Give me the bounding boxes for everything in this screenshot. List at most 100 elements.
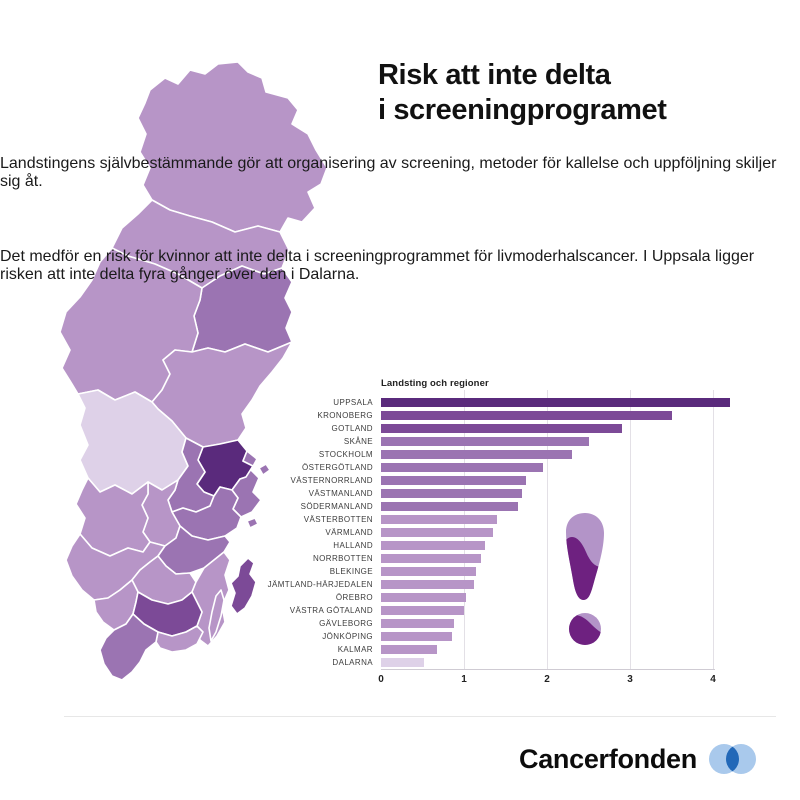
bar-track bbox=[381, 398, 778, 407]
gridline bbox=[713, 390, 714, 669]
exclamation-mark-icon bbox=[566, 513, 604, 645]
bar-label: JÖNKÖPING bbox=[322, 632, 373, 641]
bar bbox=[381, 580, 474, 589]
gridline bbox=[630, 390, 631, 669]
bar-row: HALLAND bbox=[258, 539, 778, 552]
bar-track bbox=[381, 528, 778, 537]
bar-track bbox=[381, 450, 778, 459]
axis-tick-label: 3 bbox=[627, 674, 633, 685]
bar-track bbox=[381, 580, 778, 589]
gridline bbox=[547, 390, 548, 669]
bar bbox=[381, 398, 730, 407]
bar-track bbox=[381, 411, 778, 420]
bar-label: VÄSTMANLAND bbox=[308, 489, 373, 498]
bar bbox=[381, 567, 477, 576]
brand-mark-icon bbox=[708, 744, 756, 774]
bar-label: DALARNA bbox=[332, 658, 373, 667]
bar-track bbox=[381, 632, 778, 641]
bar bbox=[381, 411, 672, 420]
axis-tick-label: 2 bbox=[544, 674, 550, 685]
bar-track bbox=[381, 476, 778, 485]
bar-row: VÄSTERBOTTEN bbox=[258, 513, 778, 526]
bar bbox=[381, 450, 572, 459]
region-norrbotten bbox=[137, 61, 328, 233]
bar bbox=[381, 619, 455, 628]
bar bbox=[381, 515, 498, 524]
brand-logo: Cancerfonden bbox=[519, 742, 757, 776]
bar bbox=[381, 606, 464, 615]
bar-track bbox=[381, 606, 778, 615]
bar-row: UPPSALA bbox=[258, 396, 778, 409]
bar bbox=[381, 476, 527, 485]
bar bbox=[381, 502, 518, 511]
bar-track bbox=[381, 502, 778, 511]
bar bbox=[381, 645, 438, 654]
region-gotland bbox=[230, 557, 257, 615]
bar-row: JÖNKÖPING bbox=[258, 630, 778, 643]
bar bbox=[381, 528, 494, 537]
bar bbox=[381, 658, 425, 667]
bar-label: GÄVLEBORG bbox=[319, 619, 373, 628]
bar-track bbox=[381, 437, 778, 446]
bar-label: VÄSTERBOTTEN bbox=[303, 515, 373, 524]
bar bbox=[381, 489, 523, 498]
bar-label: UPPSALA bbox=[333, 398, 373, 407]
axis-tick-label: 1 bbox=[461, 674, 467, 685]
bar-row: VÄSTRA GÖTALAND bbox=[258, 604, 778, 617]
bar-track bbox=[381, 515, 778, 524]
bar-track bbox=[381, 658, 778, 667]
bar-row: GOTLAND bbox=[258, 422, 778, 435]
intro-paragraph: Landstingens självbestämmande gör att or… bbox=[0, 155, 777, 190]
brand-name: Cancerfonden bbox=[519, 743, 697, 774]
bar-row: VÄSTMANLAND bbox=[258, 487, 778, 500]
bar-label: SÖDERMANLAND bbox=[300, 502, 373, 511]
bar-track bbox=[381, 424, 778, 433]
bar-row: SKÅNE bbox=[258, 435, 778, 448]
bar-label: HALLAND bbox=[333, 541, 373, 550]
axis-tick-label: 4 bbox=[710, 674, 716, 685]
bar-label: VÄSTRA GÖTALAND bbox=[289, 606, 373, 615]
bar bbox=[381, 554, 481, 563]
region-oland bbox=[208, 589, 225, 642]
bar-row: BLEKINGE bbox=[258, 565, 778, 578]
bar-track bbox=[381, 645, 778, 654]
region-blekinge bbox=[155, 625, 204, 653]
footer-divider bbox=[64, 716, 776, 717]
bar-track bbox=[381, 554, 778, 563]
region-stockholm-islet bbox=[258, 463, 271, 476]
bar-label: KRONOBERG bbox=[317, 411, 373, 420]
bar-label: BLEKINGE bbox=[329, 567, 373, 576]
bar bbox=[381, 541, 485, 550]
bar-track bbox=[381, 489, 778, 498]
bar-row: STOCKHOLM bbox=[258, 448, 778, 461]
bar-label: STOCKHOLM bbox=[318, 450, 373, 459]
bar bbox=[381, 463, 543, 472]
page-title: Risk att inte delta i screeningprogramet bbox=[378, 59, 667, 127]
bar-chart: Landsting och regioner UPPSALA KRONOBERG G… bbox=[258, 378, 778, 688]
bar-track bbox=[381, 567, 778, 576]
chart-rows: UPPSALA KRONOBERG GOTLAND SKÅNE STOCKHOLM ÖST… bbox=[258, 390, 778, 669]
bar-label: KALMAR bbox=[337, 645, 373, 654]
bar-label: VÄRMLAND bbox=[325, 528, 373, 537]
bar-label: NORRBOTTEN bbox=[313, 554, 373, 563]
bar-label: ÖSTERGÖTLAND bbox=[301, 463, 373, 472]
bar-row: ÖREBRO bbox=[258, 591, 778, 604]
region-gavleborg bbox=[151, 341, 293, 448]
bar-label: SKÅNE bbox=[343, 437, 373, 446]
region-skane bbox=[99, 613, 159, 681]
bar-row: VÄRMLAND bbox=[258, 526, 778, 539]
bar bbox=[381, 632, 453, 641]
bar-track bbox=[381, 541, 778, 550]
bar-row: NORRBOTTEN bbox=[258, 552, 778, 565]
bar bbox=[381, 437, 589, 446]
bar-label: GOTLAND bbox=[331, 424, 373, 433]
region-stockholm-islet bbox=[246, 517, 259, 529]
chart-x-axis: 0 1 2 3 4 bbox=[378, 669, 716, 688]
bar-row: SÖDERMANLAND bbox=[258, 500, 778, 513]
risk-paragraph: Det medför en risk för kvinnor att inte … bbox=[0, 248, 755, 283]
bar-track bbox=[381, 463, 778, 472]
bar-label: ÖREBRO bbox=[335, 593, 373, 602]
bar-track bbox=[381, 619, 778, 628]
axis-tick-label: 0 bbox=[378, 674, 384, 685]
bar bbox=[381, 593, 466, 602]
